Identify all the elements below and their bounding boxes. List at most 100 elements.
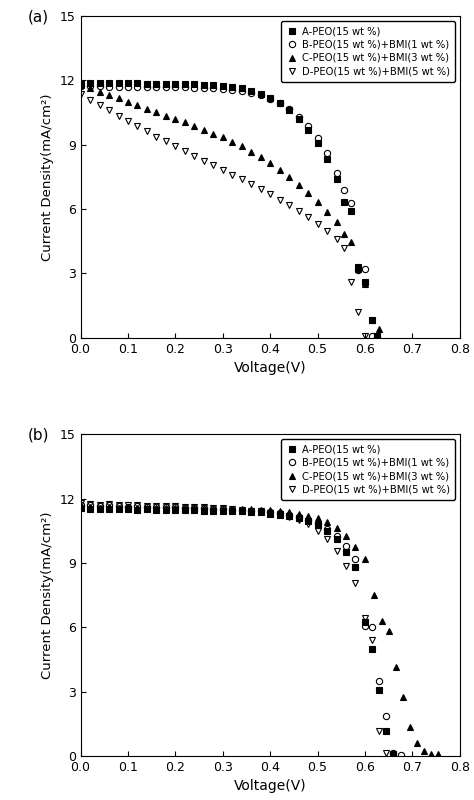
C-PEO(15 wt %)+BMI(3 wt %) [173, 114, 178, 124]
C-PEO(15 wt %)+BMI(3 wt %) [135, 503, 140, 513]
B-PEO(15 wt %)+BMI(1 wt %) [324, 524, 330, 534]
B-PEO(15 wt %)+BMI(1 wt %) [106, 501, 112, 510]
D-PEO(15 wt %)+BMI(5 wt %) [248, 179, 254, 189]
D-PEO(15 wt %)+BMI(5 wt %) [277, 510, 283, 519]
C-PEO(15 wt %)+BMI(3 wt %) [407, 722, 413, 732]
C-PEO(15 wt %)+BMI(3 wt %) [258, 152, 264, 162]
A-PEO(15 wt %) [144, 505, 150, 514]
Y-axis label: Current Density(mA/cm²): Current Density(mA/cm²) [41, 511, 55, 679]
B-PEO(15 wt %)+BMI(1 wt %) [182, 503, 188, 513]
A-PEO(15 wt %) [353, 562, 358, 572]
D-PEO(15 wt %)+BMI(5 wt %) [210, 503, 216, 513]
B-PEO(15 wt %)+BMI(1 wt %) [239, 86, 245, 96]
D-PEO(15 wt %)+BMI(5 wt %) [173, 502, 178, 511]
D-PEO(15 wt %)+BMI(5 wt %) [191, 502, 197, 511]
A-PEO(15 wt %) [97, 505, 102, 514]
D-PEO(15 wt %)+BMI(5 wt %) [353, 578, 358, 588]
B-PEO(15 wt %)+BMI(1 wt %) [163, 502, 169, 511]
D-PEO(15 wt %)+BMI(5 wt %) [315, 526, 320, 535]
C-PEO(15 wt %)+BMI(3 wt %) [144, 503, 150, 513]
B-PEO(15 wt %)+BMI(1 wt %) [286, 105, 292, 114]
C-PEO(15 wt %)+BMI(3 wt %) [372, 590, 377, 600]
B-PEO(15 wt %)+BMI(1 wt %) [210, 504, 216, 514]
C-PEO(15 wt %)+BMI(3 wt %) [286, 172, 292, 182]
C-PEO(15 wt %)+BMI(3 wt %) [379, 616, 384, 626]
B-PEO(15 wt %)+BMI(1 wt %) [182, 82, 188, 92]
C-PEO(15 wt %)+BMI(3 wt %) [78, 80, 83, 90]
D-PEO(15 wt %)+BMI(5 wt %) [97, 100, 102, 110]
C-PEO(15 wt %)+BMI(3 wt %) [97, 86, 102, 96]
D-PEO(15 wt %)+BMI(5 wt %) [78, 498, 83, 508]
C-PEO(15 wt %)+BMI(3 wt %) [239, 504, 245, 514]
C-PEO(15 wt %)+BMI(3 wt %) [334, 218, 339, 227]
B-PEO(15 wt %)+BMI(1 wt %) [201, 83, 207, 93]
A-PEO(15 wt %) [173, 505, 178, 514]
B-PEO(15 wt %)+BMI(1 wt %) [210, 83, 216, 93]
B-PEO(15 wt %)+BMI(1 wt %) [258, 506, 264, 516]
A-PEO(15 wt %) [324, 526, 330, 535]
A-PEO(15 wt %) [135, 78, 140, 88]
D-PEO(15 wt %)+BMI(5 wt %) [305, 213, 311, 222]
A-PEO(15 wt %) [191, 79, 197, 89]
Line: D-PEO(15 wt %)+BMI(5 wt %): D-PEO(15 wt %)+BMI(5 wt %) [77, 500, 390, 757]
D-PEO(15 wt %)+BMI(5 wt %) [229, 170, 235, 179]
B-PEO(15 wt %)+BMI(1 wt %) [315, 518, 320, 528]
D-PEO(15 wt %)+BMI(5 wt %) [324, 226, 330, 236]
A-PEO(15 wt %) [334, 534, 339, 544]
C-PEO(15 wt %)+BMI(3 wt %) [296, 509, 301, 518]
Legend: A-PEO(15 wt %), B-PEO(15 wt %)+BMI(1 wt %), C-PEO(15 wt %)+BMI(3 wt %), D-PEO(15: A-PEO(15 wt %), B-PEO(15 wt %)+BMI(1 wt … [281, 21, 455, 82]
D-PEO(15 wt %)+BMI(5 wt %) [383, 749, 389, 758]
C-PEO(15 wt %)+BMI(3 wt %) [258, 505, 264, 514]
A-PEO(15 wt %) [343, 547, 349, 557]
C-PEO(15 wt %)+BMI(3 wt %) [436, 749, 441, 758]
D-PEO(15 wt %)+BMI(5 wt %) [116, 111, 121, 121]
D-PEO(15 wt %)+BMI(5 wt %) [296, 515, 301, 525]
A-PEO(15 wt %) [383, 726, 389, 736]
C-PEO(15 wt %)+BMI(3 wt %) [220, 504, 226, 514]
A-PEO(15 wt %) [239, 506, 245, 516]
C-PEO(15 wt %)+BMI(3 wt %) [229, 504, 235, 514]
B-PEO(15 wt %)+BMI(1 wt %) [343, 541, 349, 550]
C-PEO(15 wt %)+BMI(3 wt %) [267, 158, 273, 168]
B-PEO(15 wt %)+BMI(1 wt %) [201, 503, 207, 513]
D-PEO(15 wt %)+BMI(5 wt %) [182, 502, 188, 511]
D-PEO(15 wt %)+BMI(5 wt %) [97, 500, 102, 510]
A-PEO(15 wt %) [116, 78, 121, 88]
B-PEO(15 wt %)+BMI(1 wt %) [267, 94, 273, 103]
B-PEO(15 wt %)+BMI(1 wt %) [305, 122, 311, 131]
D-PEO(15 wt %)+BMI(5 wt %) [324, 534, 330, 544]
B-PEO(15 wt %)+BMI(1 wt %) [348, 198, 354, 207]
B-PEO(15 wt %)+BMI(1 wt %) [173, 502, 178, 512]
A-PEO(15 wt %) [374, 330, 380, 340]
C-PEO(15 wt %)+BMI(3 wt %) [191, 503, 197, 513]
C-PEO(15 wt %)+BMI(3 wt %) [355, 264, 361, 274]
C-PEO(15 wt %)+BMI(3 wt %) [248, 146, 254, 156]
A-PEO(15 wt %) [324, 154, 330, 163]
C-PEO(15 wt %)+BMI(3 wt %) [341, 229, 346, 238]
D-PEO(15 wt %)+BMI(5 wt %) [362, 613, 368, 622]
B-PEO(15 wt %)+BMI(1 wt %) [154, 502, 159, 512]
B-PEO(15 wt %)+BMI(1 wt %) [296, 112, 301, 122]
D-PEO(15 wt %)+BMI(5 wt %) [87, 499, 93, 509]
A-PEO(15 wt %) [369, 644, 375, 654]
B-PEO(15 wt %)+BMI(1 wt %) [220, 505, 226, 514]
B-PEO(15 wt %)+BMI(1 wt %) [173, 82, 178, 92]
A-PEO(15 wt %) [376, 685, 382, 694]
B-PEO(15 wt %)+BMI(1 wt %) [334, 168, 339, 178]
A-PEO(15 wt %) [210, 506, 216, 516]
C-PEO(15 wt %)+BMI(3 wt %) [324, 518, 330, 527]
A-PEO(15 wt %) [355, 262, 361, 272]
B-PEO(15 wt %)+BMI(1 wt %) [135, 502, 140, 511]
C-PEO(15 wt %)+BMI(3 wt %) [305, 188, 311, 198]
B-PEO(15 wt %)+BMI(1 wt %) [87, 82, 93, 91]
B-PEO(15 wt %)+BMI(1 wt %) [362, 264, 368, 274]
C-PEO(15 wt %)+BMI(3 wt %) [305, 511, 311, 521]
B-PEO(15 wt %)+BMI(1 wt %) [369, 330, 375, 340]
B-PEO(15 wt %)+BMI(1 wt %) [374, 332, 380, 342]
A-PEO(15 wt %) [286, 511, 292, 521]
A-PEO(15 wt %) [341, 197, 346, 206]
B-PEO(15 wt %)+BMI(1 wt %) [315, 134, 320, 143]
C-PEO(15 wt %)+BMI(3 wt %) [315, 197, 320, 206]
D-PEO(15 wt %)+BMI(5 wt %) [334, 234, 339, 244]
C-PEO(15 wt %)+BMI(3 wt %) [125, 502, 131, 512]
